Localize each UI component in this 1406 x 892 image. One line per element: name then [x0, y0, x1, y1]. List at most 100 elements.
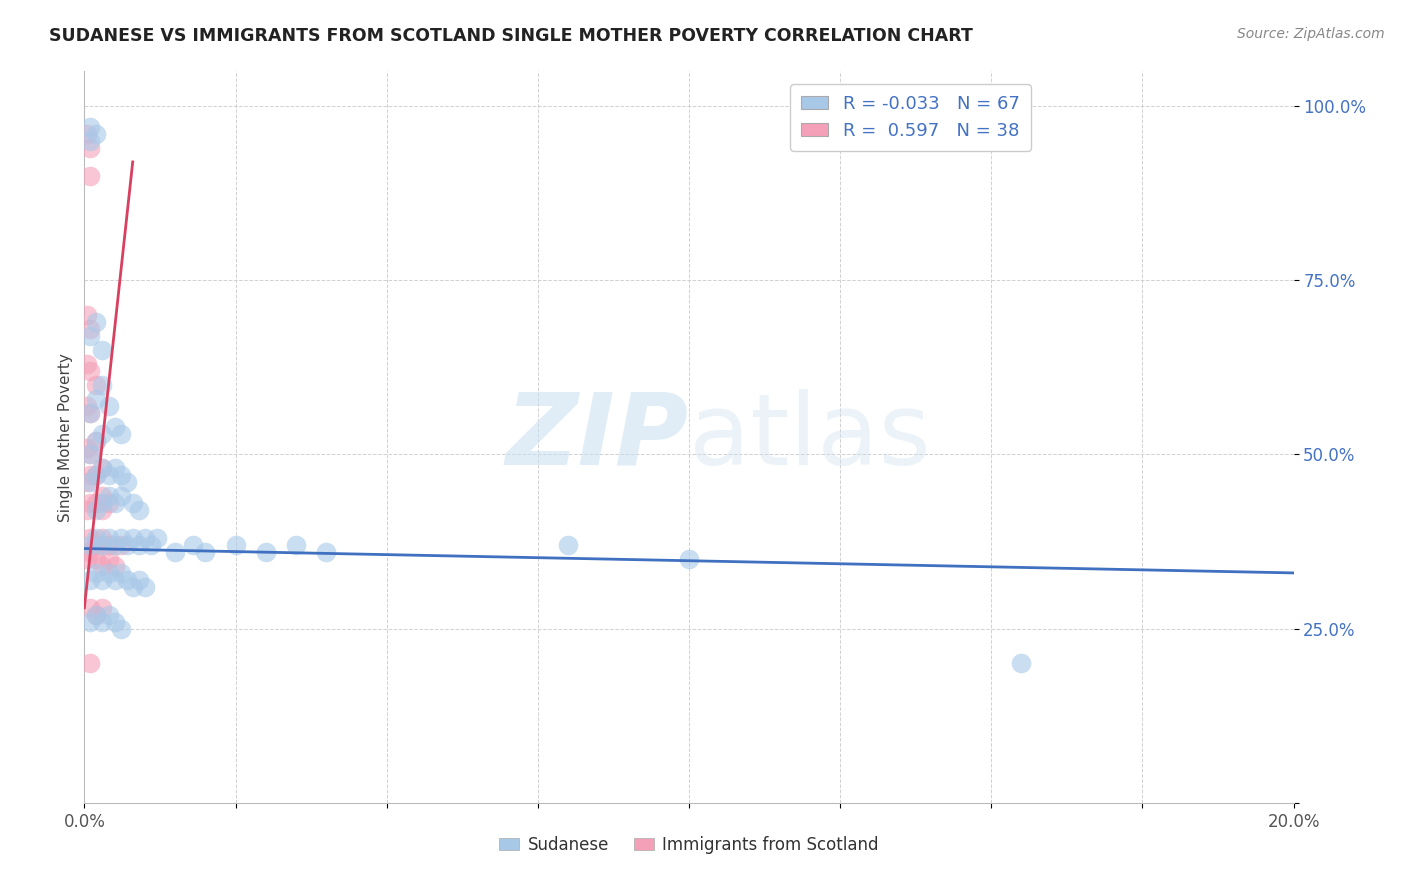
Point [97, 399, 120, 413]
Text: atlas: atlas [689, 389, 931, 485]
Point [194, 545, 217, 559]
Point [181, 538, 204, 552]
Point [97, 531, 120, 545]
Point [79, 496, 101, 510]
Text: ZIP: ZIP [506, 389, 689, 485]
Point [97, 607, 120, 622]
Point [91, 503, 114, 517]
Point [79, 545, 101, 559]
Point [104, 538, 127, 552]
Point [76, 475, 98, 490]
Point [134, 531, 156, 545]
Point [557, 538, 579, 552]
Point [121, 496, 143, 510]
Text: SUDANESE VS IMMIGRANTS FROM SCOTLAND SINGLE MOTHER POVERTY CORRELATION CHART: SUDANESE VS IMMIGRANTS FROM SCOTLAND SIN… [49, 27, 973, 45]
Point [91, 600, 114, 615]
Point [115, 573, 138, 587]
Point [104, 419, 127, 434]
Point [91, 343, 114, 357]
Point [110, 538, 132, 552]
Point [86, 531, 108, 545]
Point [97, 496, 120, 510]
Point [121, 531, 143, 545]
Point [86, 315, 108, 329]
Point [110, 468, 132, 483]
Point [139, 538, 162, 552]
Point [110, 622, 132, 636]
Point [86, 468, 108, 483]
Point [104, 573, 127, 587]
Point [76, 552, 98, 566]
Point [86, 607, 108, 622]
Point [91, 538, 114, 552]
Text: Source: ZipAtlas.com: Source: ZipAtlas.com [1237, 27, 1385, 41]
Point [86, 434, 108, 448]
Point [79, 468, 101, 483]
Point [76, 308, 98, 322]
Y-axis label: Single Mother Poverty: Single Mother Poverty [58, 352, 73, 522]
Point [97, 468, 120, 483]
Point [91, 426, 114, 441]
Point [79, 329, 101, 343]
Point [76, 127, 98, 141]
Point [79, 448, 101, 462]
Point [225, 538, 247, 552]
Point [97, 489, 120, 503]
Point [86, 552, 108, 566]
Point [79, 573, 101, 587]
Point [128, 503, 150, 517]
Point [121, 580, 143, 594]
Point [110, 489, 132, 503]
Point [104, 496, 127, 510]
Point [104, 558, 127, 573]
Point [86, 392, 108, 406]
Point [76, 503, 98, 517]
Point [76, 441, 98, 455]
Point [79, 120, 101, 134]
Point [79, 448, 101, 462]
Point [86, 503, 108, 517]
Point [79, 322, 101, 336]
Point [97, 552, 120, 566]
Point [86, 377, 108, 392]
Point [86, 496, 108, 510]
Point [79, 615, 101, 629]
Point [79, 406, 101, 420]
Point [76, 399, 98, 413]
Point [104, 615, 127, 629]
Point [678, 552, 700, 566]
Point [79, 531, 101, 545]
Point [91, 558, 114, 573]
Point [91, 615, 114, 629]
Point [79, 600, 101, 615]
Point [86, 538, 108, 552]
Point [110, 566, 132, 580]
Point [285, 538, 308, 552]
Point [79, 475, 101, 490]
Point [79, 538, 101, 552]
Point [97, 538, 120, 552]
Point [97, 566, 120, 580]
Point [91, 377, 114, 392]
Point [315, 545, 337, 559]
Point [115, 475, 138, 490]
Point [91, 489, 114, 503]
Point [91, 461, 114, 475]
Point [79, 134, 101, 148]
Point [76, 357, 98, 371]
Point [86, 434, 108, 448]
Point [146, 531, 169, 545]
Point [104, 461, 127, 475]
Point [79, 169, 101, 183]
Point [86, 468, 108, 483]
Point [1011, 657, 1033, 671]
Point [86, 607, 108, 622]
Point [115, 538, 138, 552]
Point [128, 573, 150, 587]
Point [134, 580, 156, 594]
Point [91, 496, 114, 510]
Point [79, 406, 101, 420]
Point [254, 545, 277, 559]
Point [91, 573, 114, 587]
Point [110, 531, 132, 545]
